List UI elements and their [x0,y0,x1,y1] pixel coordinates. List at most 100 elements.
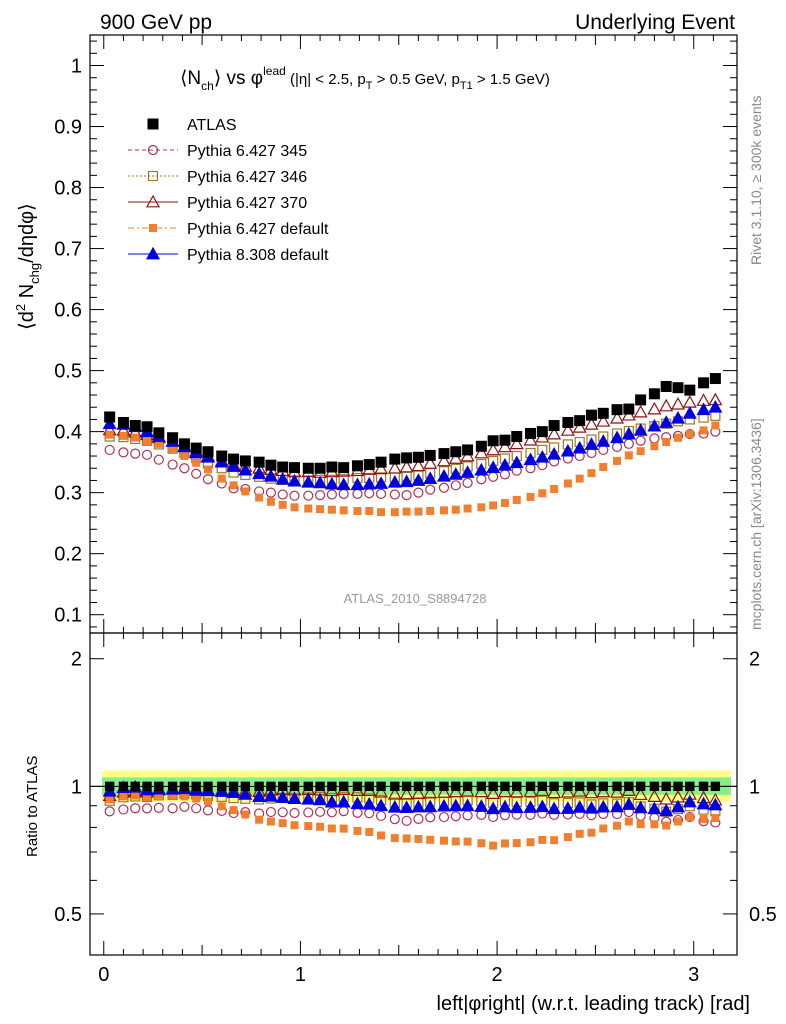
ratio-tick-label: 1 [71,776,82,798]
point-atlas [253,456,265,468]
ratio-point-pythia-6-427-345 [289,807,300,819]
ratio-point-atlas [278,781,288,792]
ratio-point-pythia-6-427-345 [462,810,473,821]
point-atlas [648,388,660,400]
point-pythia-8-308-default [547,446,562,460]
ratio-point-atlas [266,781,276,792]
point-pythia-8-308-default [670,410,686,424]
point-pythia-6-427-default [377,508,386,517]
point-pythia-8-308-default [399,474,414,488]
point-pythia-6-427-345 [289,490,300,501]
ratio-point-pythia-8-308-default [324,794,339,808]
legend-label-atlas: ATLAS [187,117,237,134]
ratio-point-pythia-6-427-default [685,813,694,822]
ratio-point-atlas [673,781,683,792]
point-atlas [190,442,202,454]
legend-marker-pythia-6-427-346 [147,170,159,182]
point-pythia-8-308-default [659,415,674,428]
ratio-point-atlas [364,781,374,792]
point-atlas [684,384,696,396]
ratio-point-pythia-6-427-370 [547,785,562,799]
point-atlas [351,460,363,472]
ratio-point-pythia-6-427-default [699,814,708,823]
ratio-point-pythia-6-427-default [365,827,374,836]
point-pythia-6-427-345 [649,433,660,444]
point-pythia-8-308-default [610,430,625,444]
point-pythia-6-427-345 [623,438,634,449]
ratio-point-pythia-8-308-default [486,801,501,815]
point-pythia-8-308-default [423,471,438,485]
point-pythia-8-308-default [214,454,229,468]
point-pythia-8-308-default [411,473,426,486]
point-pythia-6-427-default [526,492,535,501]
point-pythia-6-427-default [426,506,435,515]
point-atlas [709,373,721,385]
point-pythia-6-427-345 [314,489,326,501]
ratio-point-pythia-6-427-default [711,814,720,823]
point-atlas [585,409,597,421]
point-atlas [129,420,141,432]
ratio-point-atlas [476,781,487,792]
point-pythia-6-427-default [463,504,472,513]
ratio-point-pythia-6-427-default [563,833,572,842]
x-tick-label: 3 [688,964,699,986]
ratio-point-atlas [191,781,201,792]
point-pythia-6-427-370 [436,453,452,467]
point-pythia-6-427-default [154,439,163,448]
point-pythia-6-427-default [477,503,486,512]
point-pythia-8-308-default [523,452,538,466]
ratio-point-pythia-6-427-default [599,824,608,833]
point-pythia-8-308-default [263,468,278,482]
point-pythia-6-427-345 [462,477,473,488]
point-pythia-8-308-default [387,475,402,488]
ratio-point-atlas [104,781,115,792]
point-pythia-8-308-default [275,471,290,485]
ratio-point-pythia-6-427-default [131,791,140,800]
point-pythia-6-427-370 [647,401,662,415]
ratio-point-atlas [289,781,300,792]
ratio-point-pythia-8-308-default [313,792,328,806]
ratio-point-pythia-6-427-370 [387,787,402,800]
ratio-point-atlas [179,781,190,792]
point-pythia-6-427-default [168,445,177,454]
ratio-point-pythia-6-427-370 [596,784,611,798]
point-pythia-6-427-default [563,479,572,488]
ratio-point-pythia-8-308-default [252,789,267,803]
ratio-point-pythia-6-427-345 [130,803,141,814]
point-atlas [672,382,684,394]
ratio-point-atlas [685,781,695,792]
ratio-point-atlas [254,781,264,792]
ratio-tick-label: 2 [749,649,760,671]
point-pythia-8-308-default [509,455,524,469]
ratio-point-atlas [315,781,325,792]
ratio-point-pythia-6-427-default [229,806,238,815]
legend-label-pythia-6-427-default: Pythia 6.427 default [187,221,329,238]
ratio-point-atlas [142,781,152,792]
ratio-point-pythia-6-427-345 [684,811,695,823]
ratio-point-pythia-6-427-default [624,817,633,826]
point-pythia-6-427-default [255,493,264,502]
legend-marker-pythia-6-427-370 [145,194,161,208]
point-pythia-6-427-default [451,505,460,514]
point-pythia-8-308-default [696,402,711,416]
ratio-point-atlas [303,781,313,792]
ratio-point-atlas [500,781,510,792]
ratio-point-pythia-6-427-default [339,824,348,833]
ratio-point-atlas [240,781,251,792]
point-atlas [314,462,326,474]
ratio-point-pythia-8-308-default [287,791,302,805]
point-pythia-6-427-345 [153,454,164,465]
ratio-point-pythia-6-427-default [377,831,386,840]
point-pythia-6-427-345 [265,487,277,498]
ratio-point-pythia-6-427-345 [314,806,326,817]
ratio-point-pythia-6-427-default [105,795,114,804]
point-atlas [228,453,240,465]
ratio-tick-label: 1 [749,776,760,798]
ratio-point-pythia-6-427-default [662,821,671,830]
point-pythia-6-427-default [390,508,399,517]
point-pythia-6-427-345 [303,490,314,501]
ratio-point-atlas [439,781,449,792]
header-left: 900 GeV pp [100,11,212,34]
point-pythia-8-308-default [336,477,351,491]
point-pythia-6-427-default [587,469,596,478]
